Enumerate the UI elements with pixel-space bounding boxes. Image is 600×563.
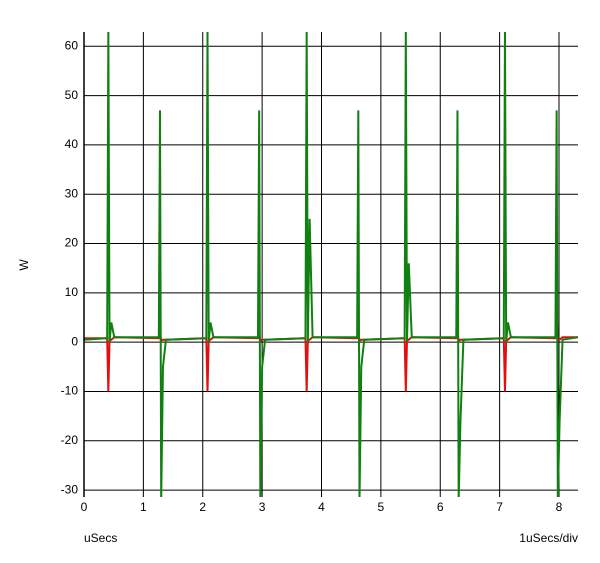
- y-tick-label: 30: [65, 186, 79, 200]
- x-axis-label: uSecs: [84, 531, 117, 545]
- plot-area: [84, 32, 578, 497]
- x-tick-label: 6: [437, 500, 444, 514]
- x-tick-label: 5: [378, 500, 385, 514]
- y-tick-label: 10: [65, 285, 79, 299]
- x-tick-label: 4: [318, 500, 325, 514]
- y-tick-label: 20: [65, 236, 79, 250]
- x-tick-label: 8: [556, 500, 563, 514]
- y-axis-label: W: [17, 259, 31, 271]
- x-tick-label: 2: [199, 500, 206, 514]
- x-tick-label: 0: [81, 500, 88, 514]
- x-tick-label: 7: [496, 500, 503, 514]
- y-tick-label: -30: [61, 482, 79, 496]
- y-tick-label: -20: [61, 433, 79, 447]
- x-tick-label: 3: [259, 500, 266, 514]
- y-tick-label: 0: [71, 334, 78, 348]
- y-tick-label: 60: [65, 38, 79, 52]
- y-tick-label: 40: [65, 137, 79, 151]
- y-tick-label: -10: [61, 384, 79, 398]
- annotation: 1uSecs/div: [519, 531, 578, 545]
- series-group: [84, 32, 578, 497]
- y-tick-label: 50: [65, 88, 79, 102]
- x-tick-label: 1: [140, 500, 147, 514]
- series-line: [84, 32, 578, 497]
